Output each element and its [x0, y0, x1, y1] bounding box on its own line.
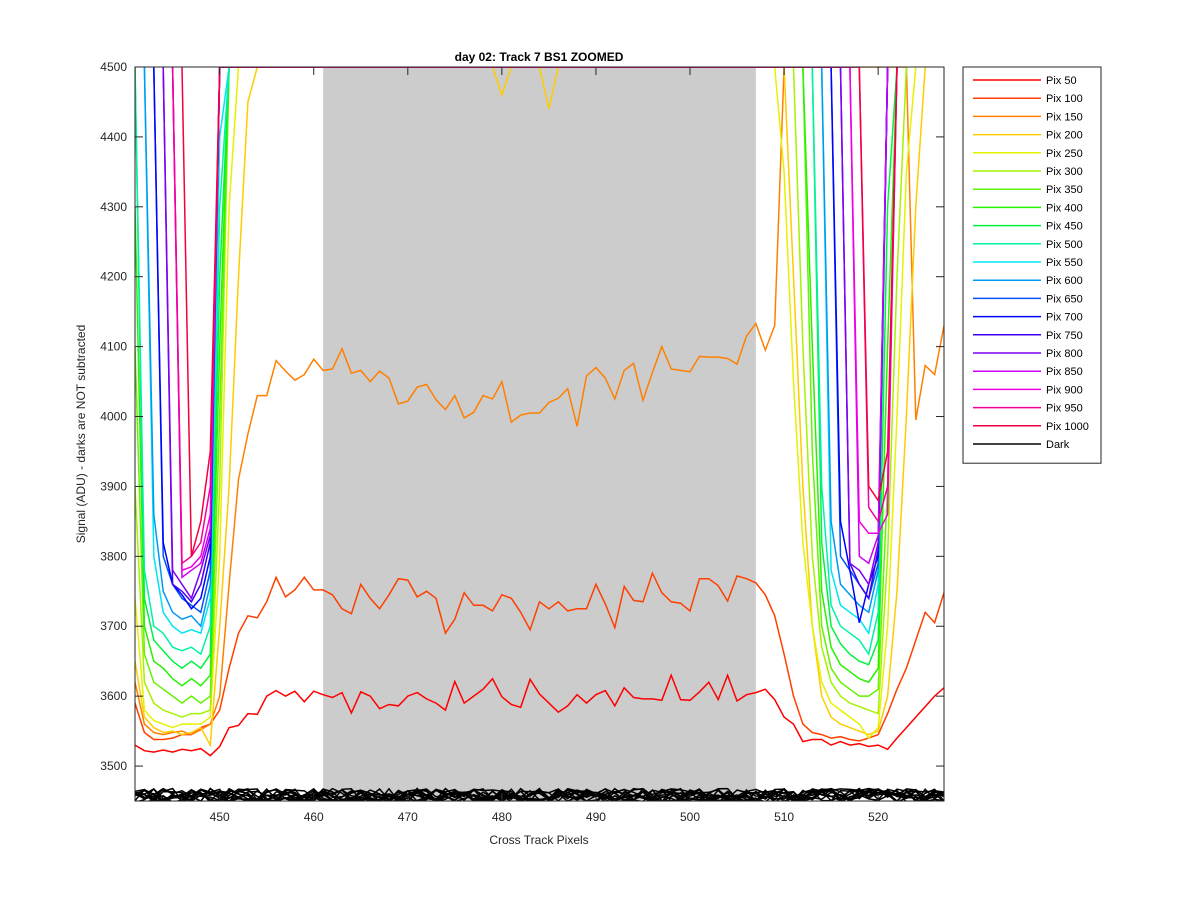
legend-label: Pix 550 — [1046, 257, 1083, 269]
chart-title: day 02: Track 7 BS1 ZOOMED — [455, 50, 624, 64]
y-tick-label: 4300 — [100, 200, 127, 214]
legend-label: Pix 300 — [1046, 166, 1083, 178]
series-line-17 — [171, 67, 889, 579]
legend-label: Pix 600 — [1046, 275, 1083, 287]
series-line-19 — [171, 67, 898, 565]
x-axis-label: Cross Track Pixels — [489, 833, 588, 847]
y-tick-label: 3500 — [100, 759, 127, 773]
legend-label: Pix 250 — [1046, 148, 1083, 160]
legend-label: Pix 800 — [1046, 348, 1083, 360]
y-tick-label: 4000 — [100, 410, 127, 424]
series-line-11 — [143, 67, 889, 636]
y-tick-label: 4500 — [100, 60, 127, 74]
series-line-10 — [135, 67, 889, 657]
series-line-14 — [153, 67, 889, 623]
legend-label: Pix 400 — [1046, 202, 1083, 214]
series-line-4 — [135, 67, 926, 748]
x-tick-label: 490 — [586, 810, 606, 824]
series-line-1 — [135, 673, 944, 757]
shaded-region — [323, 67, 756, 801]
legend-label: Pix 700 — [1046, 312, 1083, 324]
legend-label: Pix 150 — [1046, 111, 1083, 123]
legend-box — [962, 66, 1102, 464]
legend-label: Pix 900 — [1046, 384, 1083, 396]
x-tick-label: 460 — [304, 810, 324, 824]
legend-label: Pix 500 — [1046, 239, 1083, 251]
y-tick-label: 3900 — [100, 479, 127, 493]
series-line-20 — [181, 67, 898, 557]
series-lines — [135, 67, 944, 801]
series-line-18 — [171, 67, 898, 572]
series-line-6 — [135, 67, 908, 718]
y-tick-label: 4200 — [100, 270, 127, 284]
dark-line-11 — [135, 787, 944, 801]
legend-label: Pix 950 — [1046, 403, 1083, 415]
legend-label: Pix 650 — [1046, 293, 1083, 305]
legend-label: Pix 200 — [1046, 130, 1083, 142]
legend-label: Pix 100 — [1046, 93, 1083, 105]
y-tick-label: 3600 — [100, 689, 127, 703]
y-tick-label: 4400 — [100, 130, 127, 144]
series-line-5 — [135, 67, 917, 740]
series-line-8 — [135, 67, 898, 687]
y-axis-label: Signal (ADU) - darks are NOT subtracted — [74, 325, 88, 544]
dark-line-12 — [135, 787, 944, 801]
x-tick-label: 510 — [774, 810, 794, 824]
legend-label: Pix 450 — [1046, 221, 1083, 233]
axes-frame — [134, 66, 945, 802]
shaded-region-rect — [323, 67, 756, 801]
legend-label: Pix 850 — [1046, 366, 1083, 378]
series-line-2 — [135, 571, 944, 742]
series-line-9 — [135, 67, 898, 670]
x-tick-label: 470 — [398, 810, 418, 824]
legend: Pix 50 Pix 100 Pix 150 Pix 200 Pix 250 Pix 30… — [962, 66, 1102, 464]
legend-label: Pix 750 — [1046, 330, 1083, 342]
legend-label: Dark — [1046, 439, 1070, 451]
series-line-15 — [162, 67, 889, 604]
y-tick-label: 3700 — [100, 619, 127, 633]
legend-label: Pix 50 — [1046, 75, 1077, 87]
series-line-16 — [162, 67, 889, 600]
series-line-7 — [135, 67, 898, 705]
x-tick-label: 500 — [680, 810, 700, 824]
axes: 450 460 470 480 490 500 510 520 3500 3600 3700 3800… — [100, 60, 945, 824]
legend-label: Pix 1000 — [1046, 421, 1089, 433]
x-tick-label: 480 — [492, 810, 512, 824]
y-tick-label: 3800 — [100, 549, 127, 563]
y-tick-label: 4100 — [100, 340, 127, 354]
x-tick-label: 520 — [868, 810, 888, 824]
legend-label: Pix 350 — [1046, 184, 1083, 196]
x-tick-label: 450 — [210, 810, 230, 824]
series-line-3 — [135, 67, 944, 736]
